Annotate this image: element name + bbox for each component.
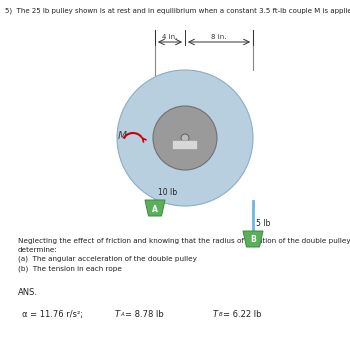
Text: A: A: [152, 205, 158, 214]
Text: = 8.78 lb: = 8.78 lb: [125, 310, 164, 319]
Text: Neglecting the effect of friction and knowing that the radius of gyration of the: Neglecting the effect of friction and kn…: [18, 238, 350, 272]
Text: B: B: [250, 235, 256, 245]
Text: M: M: [118, 131, 127, 141]
Polygon shape: [243, 231, 263, 247]
Text: A: A: [120, 313, 124, 318]
Text: α = 11.76 r/s²;: α = 11.76 r/s²;: [22, 310, 83, 319]
Polygon shape: [145, 200, 165, 216]
Circle shape: [153, 106, 217, 170]
Text: 10 lb: 10 lb: [158, 188, 177, 197]
Text: 8 in.: 8 in.: [211, 34, 227, 40]
Text: 5 lb: 5 lb: [256, 219, 270, 228]
FancyBboxPatch shape: [173, 140, 197, 150]
Text: 5)  The 25 lb pulley shown is at rest and in equilibrium when a constant 3.5 ft-: 5) The 25 lb pulley shown is at rest and…: [5, 8, 350, 14]
Text: T: T: [213, 310, 218, 319]
Text: ANS.: ANS.: [18, 288, 38, 297]
Circle shape: [117, 70, 253, 206]
Circle shape: [181, 134, 189, 142]
Text: 4 in.: 4 in.: [162, 34, 178, 40]
Text: = 6.22 lb: = 6.22 lb: [223, 310, 261, 319]
Text: T: T: [115, 310, 120, 319]
Text: B: B: [218, 313, 222, 318]
